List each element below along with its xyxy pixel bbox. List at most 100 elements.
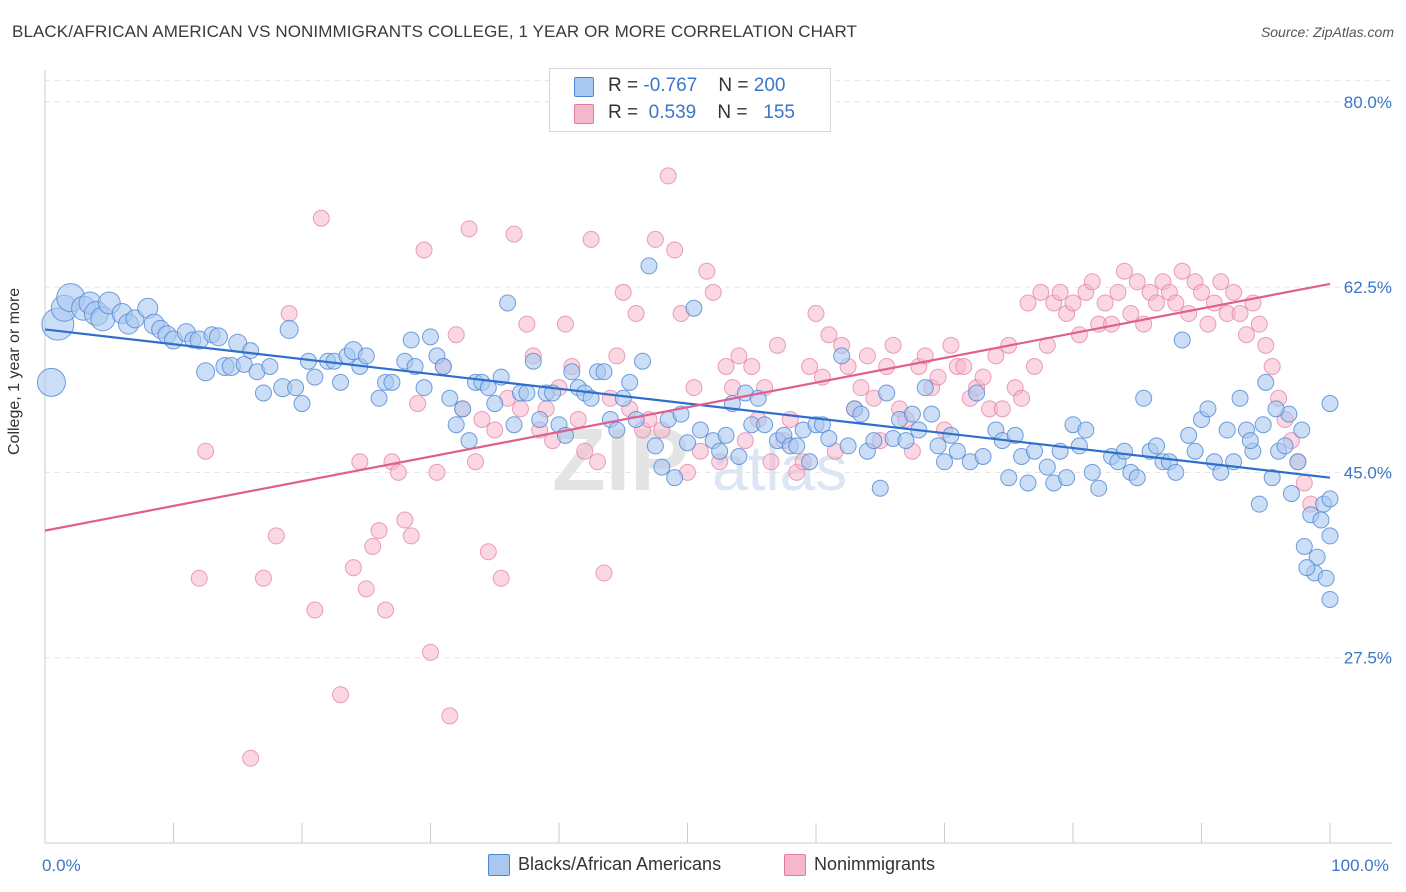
nonimmigrants-point <box>370 522 388 540</box>
nonimmigrants-point <box>820 326 838 344</box>
blacks-point <box>865 432 883 450</box>
blacks-trend-line <box>44 328 1331 479</box>
nonimmigrants-point <box>422 643 439 661</box>
blacks-point <box>968 384 986 402</box>
blacks-point <box>1128 469 1146 487</box>
blacks-point <box>370 389 388 407</box>
nonimmigrants-point <box>768 336 786 354</box>
blacks-point <box>634 352 652 370</box>
blacks-point <box>1186 442 1204 460</box>
legend-n-label: N = <box>717 102 748 123</box>
blacks-point <box>813 416 831 434</box>
y-tick-label: 62.5% <box>1344 278 1392 297</box>
nonimmigrants-point <box>589 453 607 471</box>
blacks-point <box>839 437 857 455</box>
legend-r-value: 0.539 <box>648 102 697 123</box>
nonimmigrants-point <box>254 569 272 587</box>
nonimmigrants-point <box>428 463 446 481</box>
blacks-point <box>820 429 838 447</box>
blacks-point <box>1077 421 1095 439</box>
blacks-point <box>621 373 639 391</box>
y-tick-label: 45.0% <box>1344 463 1392 482</box>
nonimmigrants-point <box>1122 305 1140 323</box>
nonimmigrants-point <box>1257 336 1275 354</box>
nonimmigrants-point <box>646 230 664 248</box>
nonimmigrants-point <box>492 569 510 587</box>
legend-n-value: 155 <box>763 102 795 123</box>
nonimmigrants-trend-line <box>44 282 1331 532</box>
nonimmigrants-point <box>659 167 677 185</box>
axes <box>44 70 1392 844</box>
nonimmigrants-point <box>1193 283 1210 301</box>
blacks-point <box>614 389 632 407</box>
nonimmigrants-point <box>511 400 529 418</box>
blacks-point <box>518 384 536 402</box>
blacks-point <box>196 362 216 382</box>
legend-swatch-blue <box>488 854 510 876</box>
nonimmigrants-point <box>1199 315 1217 333</box>
blacks-point <box>711 442 729 460</box>
blacks-point <box>1218 421 1236 439</box>
nonimmigrants-point <box>1237 326 1255 344</box>
nonimmigrants-point <box>698 262 716 280</box>
blacks-point <box>1090 479 1108 497</box>
nonimmigrants-point <box>1173 262 1191 280</box>
blacks-point <box>441 389 459 407</box>
blacks-point <box>948 442 966 460</box>
blacks-point <box>974 448 992 465</box>
blacks-point <box>1298 559 1316 577</box>
nonimmigrants-point <box>344 559 362 577</box>
blacks-point <box>653 458 671 476</box>
nonimmigrants-point <box>1231 305 1249 323</box>
blacks-point <box>563 363 581 381</box>
nonimmigrants-point <box>762 453 780 471</box>
blacks-point <box>531 410 549 428</box>
nonimmigrants-point <box>807 305 825 323</box>
nonimmigrants-point <box>357 580 375 598</box>
blacks-point <box>402 331 420 349</box>
nonimmigrants-point <box>730 347 748 365</box>
blacks-point <box>1167 463 1185 481</box>
nonimmigrants-point <box>704 283 722 301</box>
blacks-point <box>1115 442 1133 460</box>
legend-n-value: 200 <box>753 75 786 96</box>
nonimmigrants-point <box>942 336 960 354</box>
blacks-point <box>627 410 645 428</box>
blacks-point <box>916 379 934 397</box>
nonimmigrants-point <box>614 283 632 301</box>
blacks-point <box>524 352 542 370</box>
legend-swatch-pink <box>784 854 806 876</box>
blacks-point <box>1254 416 1272 434</box>
blacks-point <box>293 395 311 413</box>
blacks-point <box>685 299 703 317</box>
correlation-legend: R = -0.767 N = 200 R = 0.539 N = 155 <box>549 68 831 132</box>
blacks-point <box>833 347 851 365</box>
nonimmigrants-point <box>402 527 420 545</box>
nonimmigrants-point <box>717 357 735 375</box>
legend-swatch-pink <box>574 104 594 124</box>
blacks-point <box>332 373 350 391</box>
blacks-point <box>406 357 424 375</box>
blacks-point <box>1231 389 1249 407</box>
legend-n-label: N = <box>718 75 749 96</box>
nonimmigrants-point <box>1167 294 1185 312</box>
blacks-point <box>1321 527 1339 545</box>
nonimmigrants-point <box>466 453 484 471</box>
blacks-point <box>235 355 253 373</box>
nonimmigrants-point <box>486 421 504 439</box>
blacks-point <box>646 437 664 455</box>
nonimmigrants-point <box>736 432 754 450</box>
blacks-point <box>691 421 709 439</box>
blacks-point <box>36 367 66 397</box>
legend-r-label: R = <box>608 102 639 123</box>
blacks-point <box>1083 463 1101 481</box>
blacks-point <box>1025 442 1043 460</box>
x-tick-label: 0.0% <box>42 856 81 875</box>
blacks-point <box>486 395 504 413</box>
nonimmigrants-point <box>332 686 350 704</box>
nonimmigrants-point <box>801 357 819 375</box>
blacks-point <box>582 389 600 407</box>
nonimmigrants-point <box>479 543 497 561</box>
legend-r-value: -0.767 <box>643 75 698 96</box>
